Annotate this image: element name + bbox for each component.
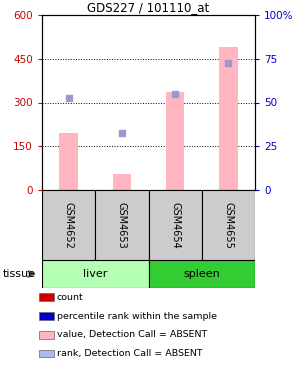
Point [173, 91, 178, 97]
Text: GSM4654: GSM4654 [170, 202, 180, 249]
Point [66, 95, 71, 101]
Text: GSM4653: GSM4653 [117, 202, 127, 249]
Bar [42, 190, 95, 260]
Bar [39, 312, 54, 320]
Bar [112, 174, 131, 190]
Text: liver: liver [83, 269, 107, 279]
Text: GSM4652: GSM4652 [64, 202, 74, 249]
Bar [95, 190, 148, 260]
Title: GDS227 / 101110_at: GDS227 / 101110_at [87, 1, 210, 14]
Bar [148, 260, 255, 288]
Bar [39, 350, 54, 358]
Bar [39, 331, 54, 339]
Text: tissue: tissue [3, 269, 36, 279]
Text: GSM4655: GSM4655 [224, 202, 233, 249]
Text: percentile rank within the sample: percentile rank within the sample [57, 311, 217, 321]
Point [119, 130, 124, 136]
Bar [219, 47, 238, 190]
Bar [59, 133, 78, 190]
Bar [39, 294, 54, 301]
Point [226, 60, 231, 66]
Bar [202, 190, 255, 260]
Text: spleen: spleen [183, 269, 220, 279]
Text: value, Detection Call = ABSENT: value, Detection Call = ABSENT [57, 330, 207, 339]
Bar [148, 190, 202, 260]
Bar [42, 260, 148, 288]
Text: rank, Detection Call = ABSENT: rank, Detection Call = ABSENT [57, 349, 202, 358]
Text: count: count [57, 293, 84, 302]
Bar [166, 92, 184, 190]
